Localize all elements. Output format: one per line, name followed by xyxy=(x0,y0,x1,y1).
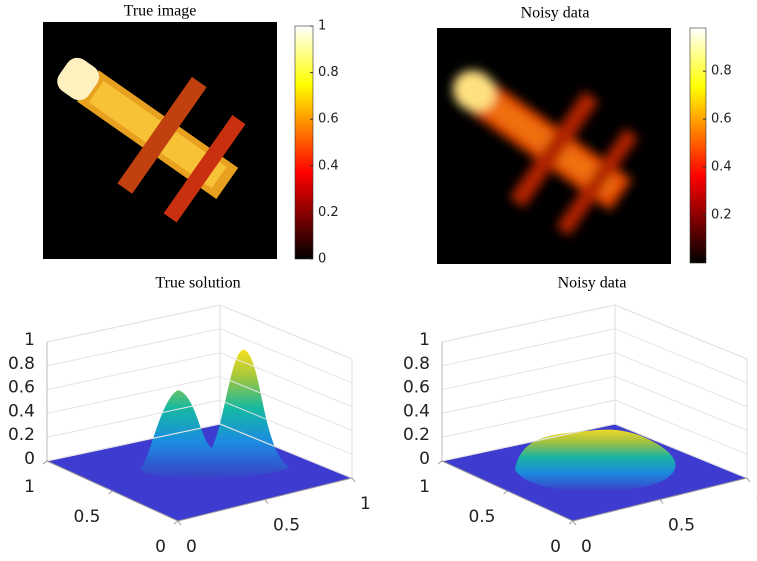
x-tick xyxy=(264,499,269,504)
y-tick-label: 1 xyxy=(24,477,35,497)
grid-line xyxy=(441,423,748,479)
grid-line xyxy=(441,375,748,431)
colorbar-tick-label: 0.2 xyxy=(318,205,339,220)
y-tick xyxy=(503,490,508,495)
y-tick xyxy=(108,490,113,495)
y-tick-label: 0 xyxy=(550,537,561,557)
grid-line xyxy=(46,399,353,455)
x-tick xyxy=(177,520,182,526)
colorbar-tick-label: 0.8 xyxy=(711,64,732,79)
z-tick-label: 1 xyxy=(24,330,35,350)
colorbar-tick-label: 0.8 xyxy=(318,65,339,80)
colorbar-tick-label: 0.4 xyxy=(711,160,732,175)
x-tick-label: 1 xyxy=(755,494,757,514)
grid-line xyxy=(441,304,748,360)
grid-line xyxy=(441,399,748,455)
z-tick-label: 0.4 xyxy=(8,401,35,421)
z-tick-label: 0.6 xyxy=(403,378,430,398)
x-tick-label: 0.5 xyxy=(273,516,300,536)
y-tick-label: 0 xyxy=(155,537,166,557)
y-tick-label: 1 xyxy=(419,477,430,497)
colorbar-tick-label: 0.2 xyxy=(711,208,732,223)
y-tick-label: 0.5 xyxy=(73,507,100,527)
colorbar xyxy=(689,27,707,264)
x-tick xyxy=(351,477,356,483)
y-tick-label: 0.5 xyxy=(468,507,495,527)
grid-line xyxy=(441,352,748,408)
grid-line xyxy=(441,328,748,384)
chart-title: Noisy data xyxy=(521,5,590,22)
colorbar-tick-label: 0.4 xyxy=(318,158,339,173)
grid-line xyxy=(46,423,353,479)
y-tick xyxy=(437,460,443,465)
z-tick-label: 0 xyxy=(419,449,430,469)
x-tick xyxy=(572,520,577,526)
z-tick-label: 0 xyxy=(24,449,35,469)
colorbar-tick-label: 0.6 xyxy=(711,112,732,127)
chart-title: Noisy data xyxy=(558,275,627,292)
x-tick-label: 0 xyxy=(581,537,592,557)
colorbar-tick-label: 0 xyxy=(318,252,326,267)
x-tick-label: 1 xyxy=(360,494,371,514)
x-tick xyxy=(659,499,664,504)
colorbar-tick-label: 1 xyxy=(318,19,326,34)
chart-title: True image xyxy=(124,3,197,20)
x-tick-label: 0 xyxy=(186,537,197,557)
z-tick-label: 0.2 xyxy=(8,425,35,445)
y-tick xyxy=(568,520,574,525)
y-tick xyxy=(42,460,48,465)
chart-title: True solution xyxy=(155,275,240,292)
z-tick-label: 0.8 xyxy=(403,354,430,374)
z-tick-label: 1 xyxy=(419,330,430,350)
x-tick-label: 0.5 xyxy=(668,516,695,536)
grid-line xyxy=(46,352,353,408)
colorbar xyxy=(294,25,314,260)
z-tick-label: 0.6 xyxy=(8,378,35,398)
x-tick xyxy=(746,477,751,483)
grid-line xyxy=(46,304,353,360)
colorbar-tick-label: 0.6 xyxy=(318,112,339,127)
z-tick-label: 0.8 xyxy=(8,354,35,374)
y-tick xyxy=(173,520,179,525)
decor xyxy=(43,22,747,521)
grid-line xyxy=(46,328,353,384)
z-tick-label: 0.2 xyxy=(403,425,430,445)
grid-line xyxy=(46,375,353,431)
z-tick-label: 0.4 xyxy=(403,401,430,421)
